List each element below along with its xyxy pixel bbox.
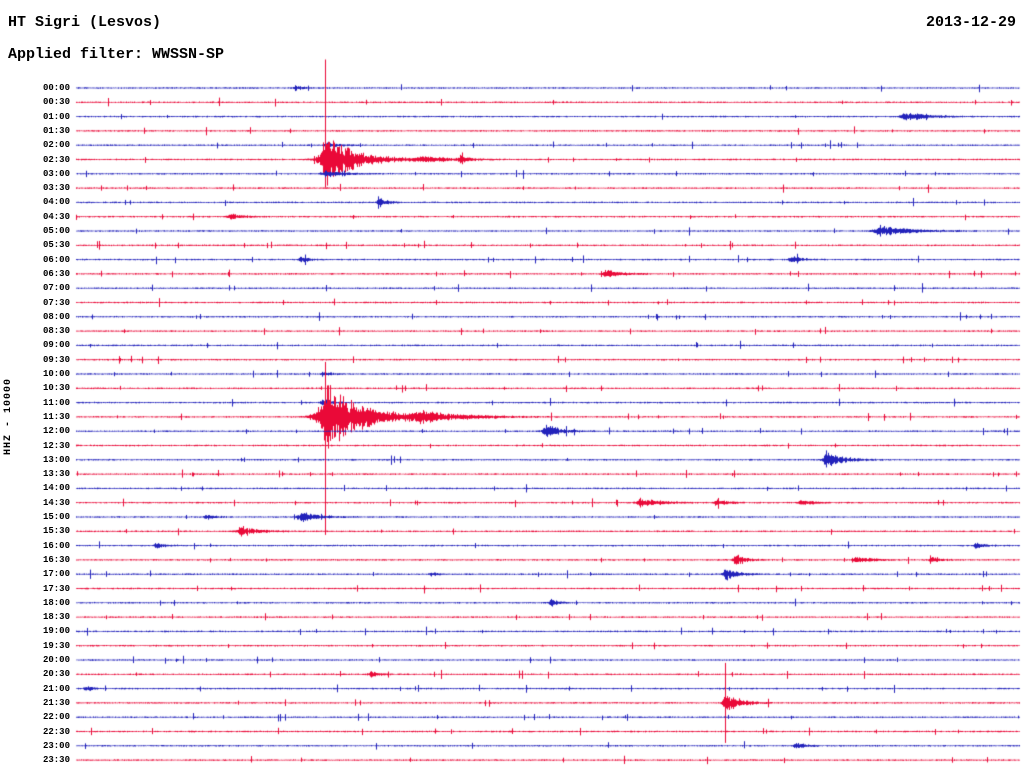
row-label: 13:00 xyxy=(42,454,70,465)
station-title: HT Sigri (Lesvos) xyxy=(8,14,162,31)
row-label: 10:30 xyxy=(42,383,70,394)
row-label: 23:30 xyxy=(42,755,70,766)
row-label: 01:30 xyxy=(42,125,70,136)
row-label: 08:00 xyxy=(42,311,70,322)
row-label: 00:00 xyxy=(42,83,70,93)
row-label: 04:30 xyxy=(42,211,70,222)
row-label: 22:30 xyxy=(42,726,70,737)
row-label: 00:30 xyxy=(42,97,70,108)
row-label: 01:00 xyxy=(42,111,70,122)
row-label: 04:00 xyxy=(42,197,70,208)
channel-scale-label: HHZ - 10000 xyxy=(3,378,14,456)
row-label: 07:30 xyxy=(42,297,70,308)
row-label: 23:00 xyxy=(42,740,70,751)
row-label: 19:00 xyxy=(42,626,70,637)
row-label: 12:00 xyxy=(42,426,70,437)
row-label: 09:00 xyxy=(42,340,70,351)
record-date: 2013-12-29 xyxy=(925,14,1016,31)
row-label: 09:30 xyxy=(42,354,70,365)
row-label: 12:30 xyxy=(42,440,70,451)
row-label: 03:00 xyxy=(42,168,70,179)
row-label: 15:00 xyxy=(42,512,70,522)
row-label: 02:30 xyxy=(42,154,70,165)
row-label: 20:30 xyxy=(42,669,70,680)
row-label: 05:00 xyxy=(42,226,70,236)
row-label: 05:30 xyxy=(42,240,70,251)
row-label: 11:30 xyxy=(42,411,70,422)
row-label: 17:30 xyxy=(42,583,70,594)
row-label: 11:00 xyxy=(42,397,70,408)
row-label: 18:00 xyxy=(42,597,70,608)
row-label: 19:30 xyxy=(42,640,70,651)
filter-label: Applied filter: WWSSN-SP xyxy=(8,46,225,63)
row-label: 06:30 xyxy=(42,268,70,279)
row-label: 02:00 xyxy=(42,140,70,151)
row-label: 18:30 xyxy=(42,612,70,623)
row-label: 14:30 xyxy=(42,497,70,508)
row-label: 21:00 xyxy=(42,683,70,694)
row-label: 22:00 xyxy=(42,712,70,723)
row-label: 17:00 xyxy=(42,569,70,580)
row-label: 21:30 xyxy=(42,697,70,708)
row-label: 08:30 xyxy=(42,326,70,337)
row-label: 16:30 xyxy=(42,554,70,565)
row-label: 10:00 xyxy=(42,369,70,379)
row-label: 20:00 xyxy=(42,655,70,665)
row-label: 16:00 xyxy=(42,540,70,551)
row-label: 14:00 xyxy=(42,483,70,494)
row-label: 13:30 xyxy=(42,469,70,480)
row-label: 03:30 xyxy=(42,183,70,194)
row-label: 06:00 xyxy=(42,254,70,265)
row-label: 15:30 xyxy=(42,526,70,537)
row-label: 07:00 xyxy=(42,283,70,294)
